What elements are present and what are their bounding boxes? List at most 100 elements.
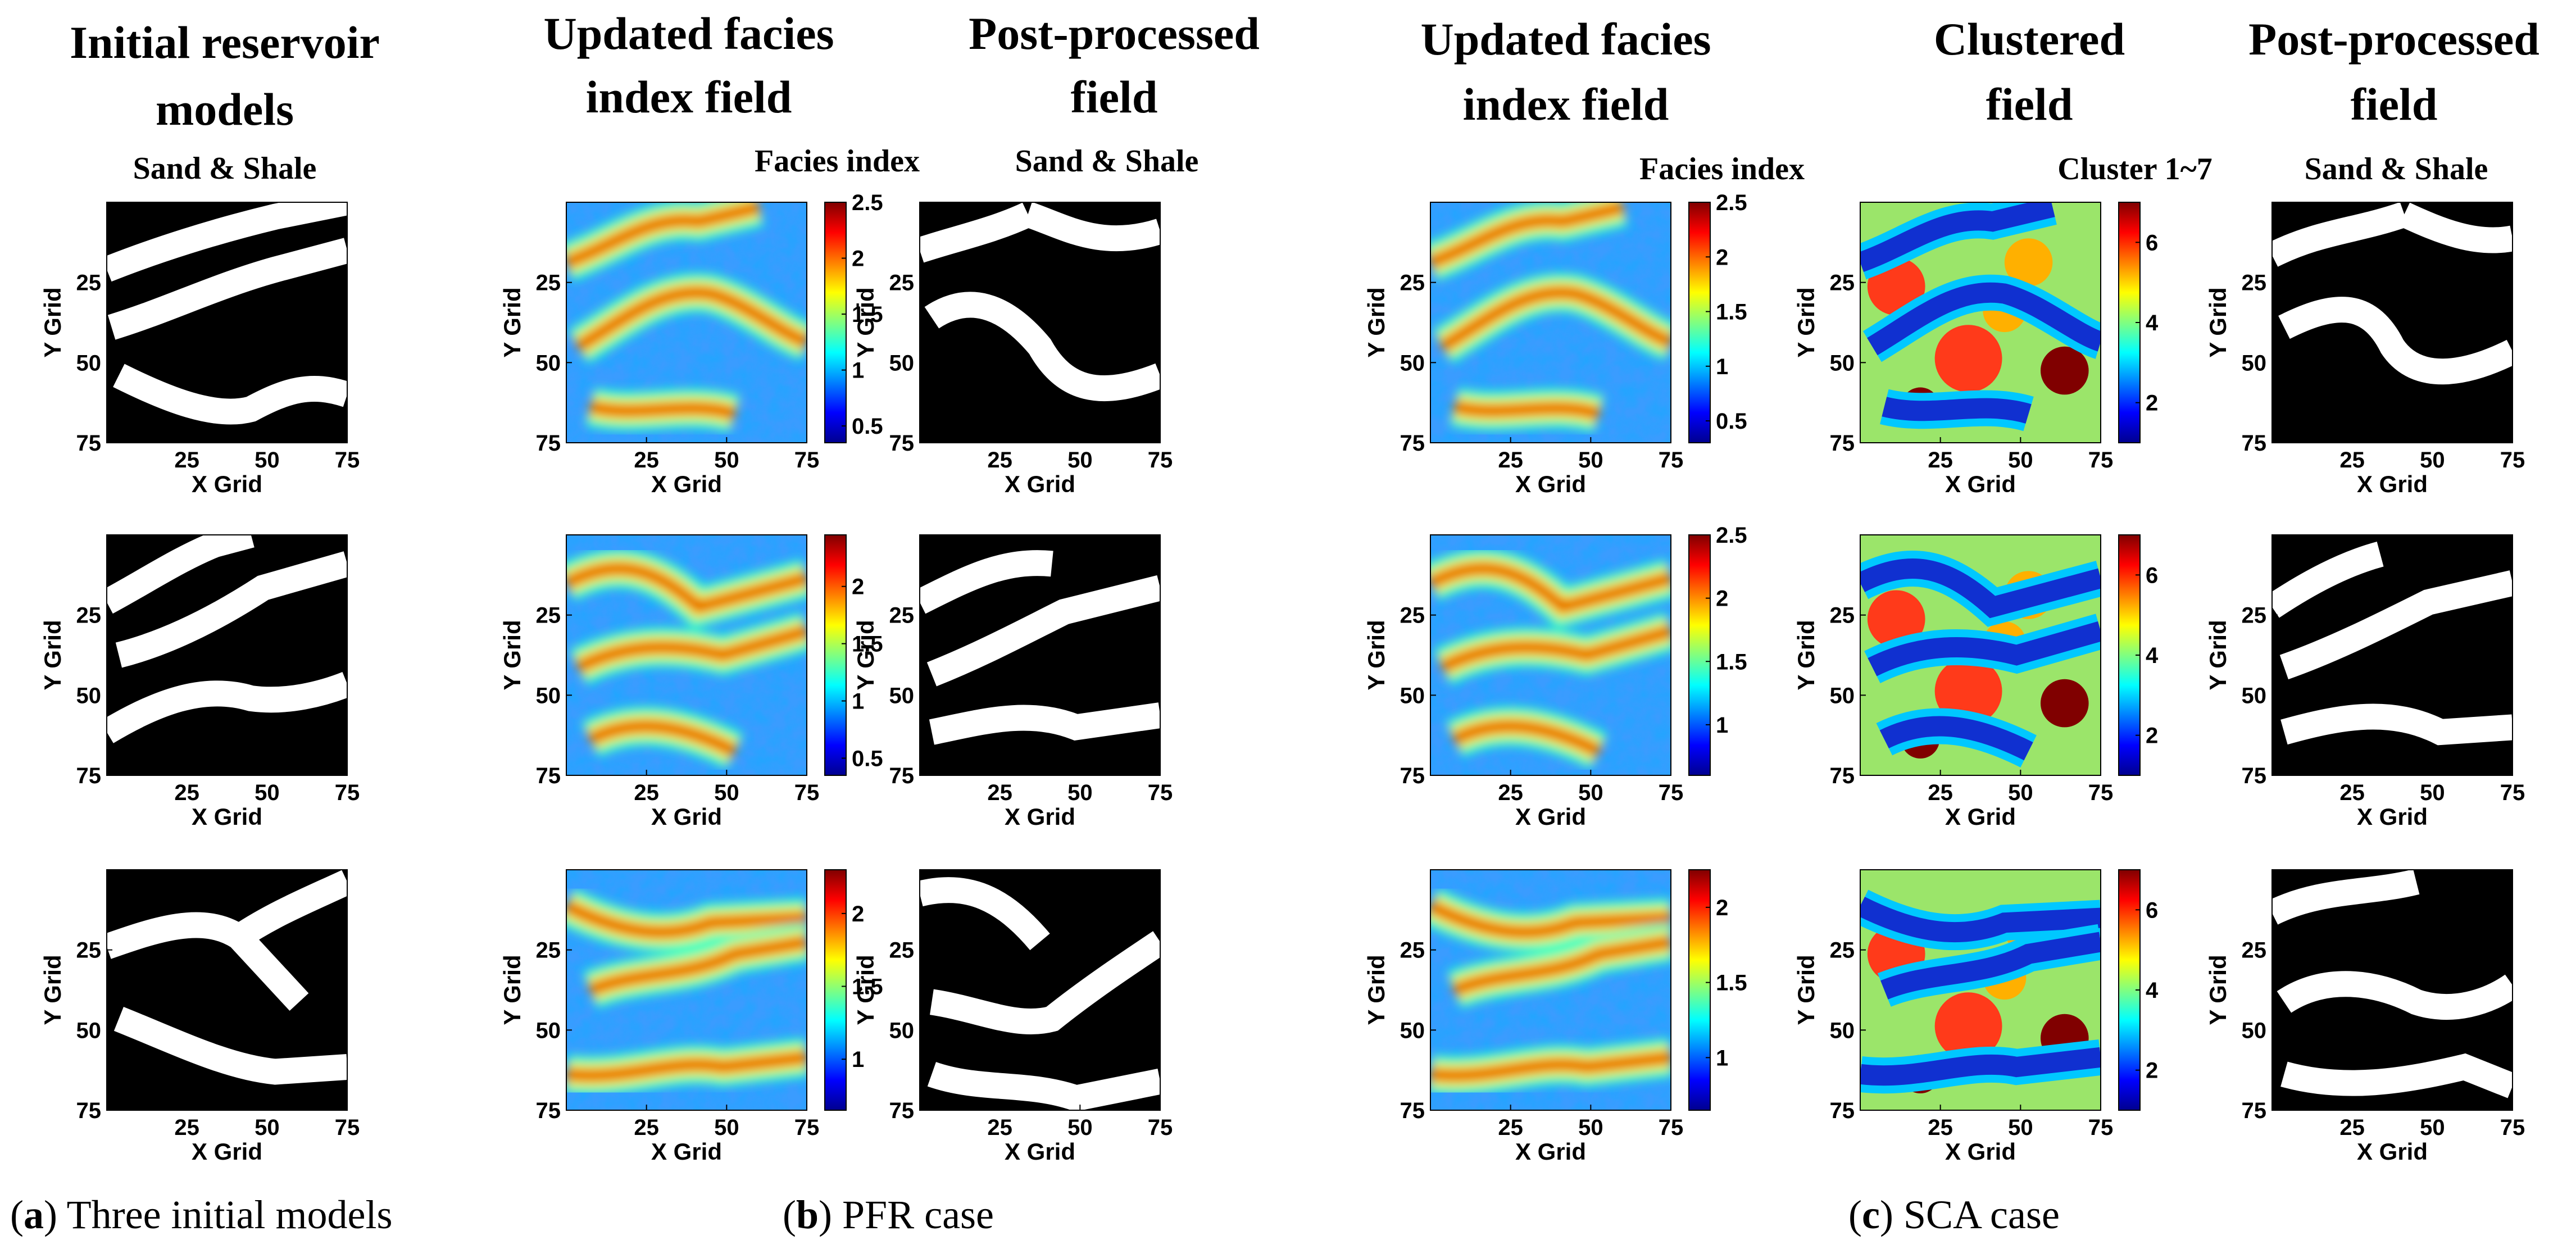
ytick-label: 50 (2242, 683, 2267, 708)
colorbar-tick-label: 4 (2146, 643, 2159, 668)
xtick-label: 25 (634, 448, 659, 473)
colorbar-tick-label: 6 (2146, 898, 2158, 923)
xtick-label: 50 (255, 448, 280, 473)
facies-core (1430, 1052, 1671, 1080)
legend-label-sca-facies: Facies index (1639, 152, 1805, 187)
header-pfr-post-line2: field (1071, 71, 1158, 122)
cluster-blob (1934, 992, 2002, 1060)
legend-label-sca-post: Sand & Shale (2305, 152, 2488, 187)
xtick-label: 50 (714, 1115, 739, 1140)
ytick-label: 25 (1400, 938, 1425, 963)
xtick-label: 50 (714, 448, 739, 473)
xtick-label: 25 (634, 1115, 659, 1140)
ytick-label: 50 (1830, 683, 1855, 708)
ytick-label: 75 (889, 431, 915, 456)
x-axis-label: X Grid (1515, 803, 1586, 830)
cluster-core (1879, 716, 2033, 761)
xtick-label: 75 (335, 448, 360, 473)
facies-core (566, 202, 760, 267)
ytick-label: 25 (1400, 603, 1425, 628)
xtick-label: 50 (255, 780, 280, 805)
xtick-label: 75 (2088, 780, 2114, 805)
xtick-label: 75 (2500, 448, 2525, 473)
sand-channel (2272, 541, 2384, 618)
xtick-label: 75 (2088, 448, 2114, 473)
colorbar-tick-label: 2 (852, 575, 864, 599)
sand-channel (115, 551, 347, 668)
xtick-label: 25 (1498, 780, 1523, 805)
ytick-label: 50 (1400, 1018, 1425, 1043)
cluster-core (1860, 897, 2101, 943)
x-axis-label: X Grid (1945, 471, 2016, 497)
legend-label-pfr-facies: Facies index (755, 144, 920, 179)
ytick-label: 50 (1400, 351, 1425, 375)
colorbar-tick-label: 2 (1716, 245, 1728, 270)
y-axis-label: Y Grid (39, 955, 66, 1025)
colorbar (824, 202, 847, 443)
xtick-label: 75 (1659, 448, 1684, 473)
ytick-label: 75 (2242, 431, 2267, 456)
panel-sca_post-row-2: 25 50 75 25 50 75 X Grid Y Grid (2205, 534, 2525, 830)
xtick-label: 50 (2420, 780, 2445, 805)
ytick-label: 75 (889, 1098, 915, 1123)
panel-frame (106, 534, 348, 776)
y-axis-label: Y Grid (1793, 287, 1819, 357)
colorbar-tick-label: 2.5 (1716, 523, 1747, 548)
ytick-label: 75 (1400, 431, 1425, 456)
panel-sca_post-row-1: 25 50 75 25 50 75 X Grid Y Grid (2205, 202, 2525, 497)
panel-frame (1430, 202, 1671, 443)
xtick-label: 50 (1578, 1115, 1603, 1140)
ytick-label: 75 (536, 764, 561, 788)
x-axis-label: X Grid (1515, 1138, 1586, 1165)
sand-channel (920, 202, 1034, 263)
xtick-label: 75 (794, 448, 820, 473)
header-sca-updated: Updated facies index field (1420, 13, 1711, 130)
sand-channel (107, 671, 347, 743)
caption-a: (a) Three initial models (10, 1192, 393, 1237)
panel-frame (919, 869, 1161, 1111)
sand-channel (929, 931, 1160, 1035)
ytick-label: 75 (1400, 1098, 1425, 1123)
xtick-label: 25 (987, 780, 1012, 805)
y-axis-label: Y Grid (1363, 620, 1389, 690)
sand-channel (2280, 1053, 2513, 1098)
xtick-label: 75 (2500, 780, 2525, 805)
x-axis-label: X Grid (192, 1138, 262, 1165)
cluster-core (1868, 621, 2101, 676)
x-axis-label: X Grid (2357, 803, 2428, 830)
panel-pfr_post-row-3: 25 50 75 25 50 75 X Grid Y Grid (852, 869, 1173, 1165)
legend-label-initial: Sand & Shale (133, 151, 317, 186)
colorbar-tick-label: 0.5 (852, 414, 883, 439)
xtick-label: 50 (2008, 1115, 2033, 1140)
colorbar-tick-label: 2 (852, 902, 864, 926)
ytick-label: 50 (536, 1018, 561, 1043)
facies-core (566, 902, 807, 937)
ytick-label: 50 (889, 683, 915, 708)
header-sca-updated-line2: index field (1463, 79, 1669, 130)
colorbar-tick-label: 6 (2146, 230, 2158, 255)
xtick-label: 75 (335, 780, 360, 805)
cluster-blob (1934, 325, 2002, 393)
ytick-label: 25 (2242, 271, 2267, 296)
ytick-label: 75 (1830, 431, 1855, 456)
colorbar (824, 869, 847, 1111)
ytick-label: 25 (2242, 603, 2267, 628)
colorbar (1688, 869, 1711, 1111)
xtick-label: 25 (1498, 1115, 1523, 1140)
x-axis-label: X Grid (1945, 1138, 2016, 1165)
x-axis-label: X Grid (1005, 471, 1075, 497)
panel-frame (919, 534, 1161, 776)
facies-core (1452, 937, 1671, 994)
header-pfr-post: Post-processed field (969, 8, 1260, 122)
xtick-label: 75 (335, 1115, 360, 1140)
panel-sca_updated-row-2: 1 1.5 2 2.5 25 50 75 25 50 75 X Grid Y Grid (1363, 523, 1747, 830)
xtick-label: 25 (1928, 1115, 1953, 1140)
caption-c: (c) SCA case (1848, 1192, 2060, 1237)
panel-initial-row-2: 25 50 75 25 50 75 X Grid Y Grid (39, 534, 360, 830)
colorbar-tick-label: 2 (2146, 1059, 2158, 1083)
colorbar-tick-label: 1 (852, 689, 864, 714)
facies-core (1440, 288, 1671, 351)
colorbar-tick-label: 0.5 (1716, 409, 1747, 434)
sand-channel (2280, 703, 2513, 746)
